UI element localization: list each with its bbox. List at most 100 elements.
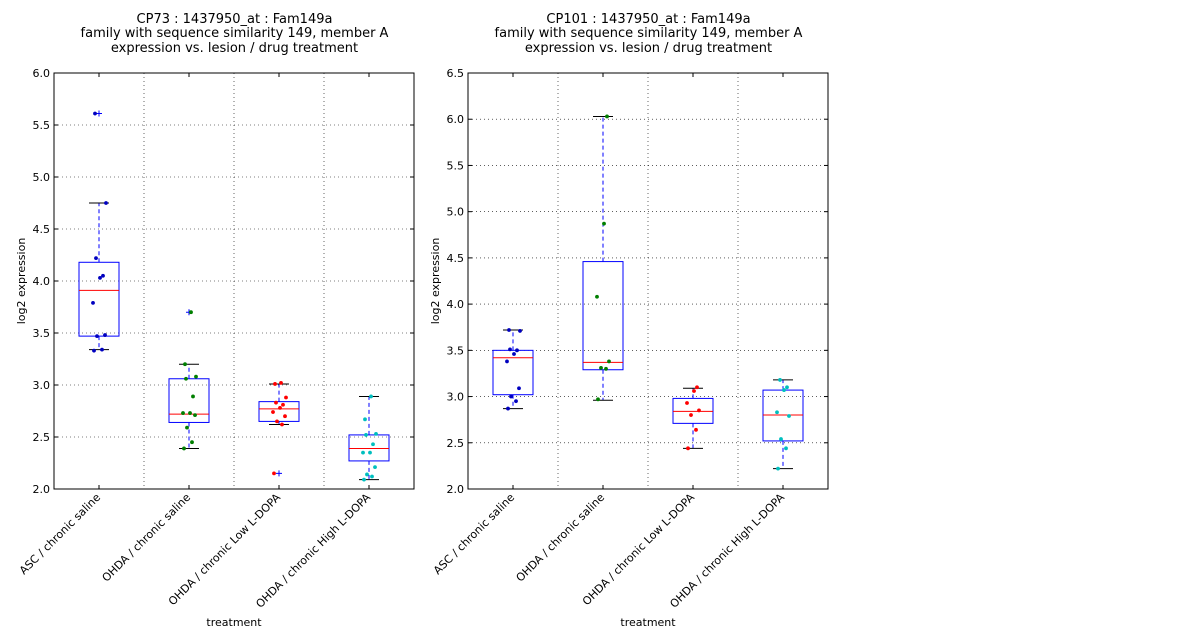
chart-1-x-axis-label: treatment (206, 616, 262, 629)
chart-2-data-point (685, 401, 689, 405)
chart-1-marks (78, 110, 390, 482)
chart-2-data-point (507, 328, 511, 332)
chart-2-data-point (692, 389, 696, 393)
chart-1-box (78, 261, 120, 337)
chart-1-y-tick-label: 6.0 (33, 67, 51, 80)
chart-2-x-axis-label: treatment (620, 616, 676, 629)
chart-1-y-axis-label: log2 expression (15, 238, 28, 325)
chart-1-data-point (280, 422, 284, 427)
chart-1-data-point (185, 425, 189, 430)
chart-1-data-point (364, 433, 368, 437)
chart-2-box-group-1 (492, 328, 534, 411)
chart-2-grid (468, 73, 828, 489)
chart-2-data-point (512, 352, 516, 356)
chart-2-data-point (506, 406, 510, 411)
chart-2-title-line-1: CP101 : 1437950_at : Fam149a (546, 12, 750, 27)
chart-1-data-point (181, 411, 185, 415)
chart-1-title-line-3: expression vs. lesion / drug treatment (111, 41, 358, 56)
chart-1-data-point (370, 474, 374, 479)
chart-1-outlier-marker (96, 110, 102, 117)
chart-1-box (348, 434, 390, 462)
chart-1-data-point (98, 275, 102, 280)
chart-1-data-point (368, 450, 372, 455)
chart-1-y-tick-label: 4.5 (33, 223, 51, 236)
chart-1-data-point (373, 465, 377, 470)
chart-2-data-point (695, 385, 699, 390)
chart-2-y-tick-label: 5.5 (447, 159, 465, 172)
chart-2-data-point (596, 397, 600, 402)
chart-2-y-tick-label: 4.0 (447, 298, 465, 311)
chart-1-data-point (369, 394, 373, 399)
chart-1-data-point (281, 402, 285, 407)
chart-2-data-point (509, 394, 513, 399)
chart-1-outlier-marker (276, 470, 282, 477)
chart-1-box-group-2 (168, 309, 210, 451)
chart-2-data-point (779, 437, 783, 441)
chart-2-data-point (787, 414, 791, 418)
chart-1-grid (54, 73, 414, 489)
chart-1-data-point (191, 394, 195, 399)
chart-2-y-tick-label: 3.0 (447, 391, 465, 404)
chart-2-data-point (686, 446, 690, 451)
chart-1-data-point (193, 413, 197, 418)
chart-1-data-point (188, 411, 192, 415)
chart-2-y-axis-label: log2 expression (429, 238, 442, 325)
chart-2-marks (492, 114, 804, 471)
chart-1-title-line-2: family with sequence similarity 149, mem… (81, 26, 389, 41)
chart-2-data-point (604, 366, 608, 371)
chart-1-data-point (103, 333, 107, 337)
chart-1-y-ticks: 2.0 2.5 3.0 3.5 4.0 4.5 5.0 5.5 6.0 (33, 67, 414, 496)
chart-2-data-point (785, 385, 789, 390)
chart-1-data-point (273, 382, 277, 386)
chart-1-data-point (275, 419, 279, 424)
chart-2-box-group-2 (582, 114, 624, 402)
chart-2-y-tick-label: 5.0 (447, 206, 465, 219)
chart-2-y-tick-label: 4.5 (447, 252, 465, 265)
chart-2-data-point (605, 114, 609, 119)
chart-1-box-group-4 (348, 394, 390, 482)
chart-1-data-point (278, 405, 282, 410)
chart-1-y-tick-label: 2.5 (33, 431, 51, 444)
chart-2-data-point (607, 359, 611, 364)
chart-1-data-point (283, 414, 287, 419)
chart-2-data-point (508, 347, 512, 352)
chart-1-data-point (271, 410, 275, 414)
chart-1-data-point (361, 450, 365, 455)
chart-2-data-point (689, 413, 693, 417)
chart-1-data-point (104, 201, 108, 205)
chart-2-data-point (784, 446, 788, 451)
chart-2-data-point (517, 386, 521, 391)
chart-1-y-tick-label: 4.0 (33, 275, 51, 288)
chart-1-data-point (101, 273, 105, 278)
chart-2-box-group-3 (672, 385, 714, 451)
chart-2-title-line-2: family with sequence similarity 149, mem… (495, 26, 803, 41)
chart-1-y-tick-label: 5.0 (33, 171, 51, 184)
chart-1-data-point (182, 446, 186, 451)
chart-2-data-point (775, 410, 779, 415)
chart-2-data-point (778, 378, 782, 382)
chart-2-y-tick-label: 3.5 (447, 344, 465, 357)
chart-2-box-group-4 (762, 378, 804, 471)
chart-1-data-point (94, 256, 98, 261)
chart-1-data-point (284, 395, 288, 400)
chart-2-data-point (602, 221, 606, 226)
chart-1-data-point (189, 310, 193, 315)
chart-2-title-line-3: expression vs. lesion / drug treatment (525, 41, 772, 56)
chart-1-box (168, 378, 210, 423)
chart-1-data-point (93, 111, 97, 116)
chart-1-data-point (100, 347, 104, 352)
chart-1-data-point (95, 334, 99, 339)
chart-1-box (258, 401, 300, 422)
chart-1-data-point (279, 381, 283, 385)
chart-2-y-tick-label: 2.0 (447, 483, 465, 496)
chart-2-data-point (782, 388, 786, 392)
chart-1-y-tick-label: 2.0 (33, 483, 51, 496)
chart-2-box (492, 349, 534, 396)
chart-2-box (582, 261, 624, 371)
chart-1-y-tick-label: 3.0 (33, 379, 51, 392)
chart-2-data-point (697, 408, 701, 413)
chart-2-data-point (599, 365, 603, 370)
chart-1-y-tick-label: 3.5 (33, 327, 51, 340)
